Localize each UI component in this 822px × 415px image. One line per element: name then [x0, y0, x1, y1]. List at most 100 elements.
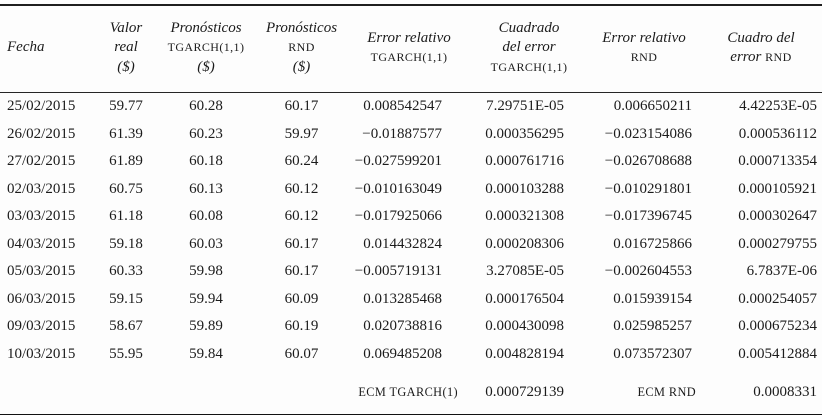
table-body: 25/02/2015 59.77 60.28 60.17 0.008542547 7.29…	[0, 93, 822, 369]
cell-pronosticos-tgarch: 59.98	[189, 263, 223, 280]
cell-cuadrado-del-error-tgarch: 3.27085E-05	[486, 263, 564, 280]
header-line: RND	[630, 50, 658, 64]
cell-pronosticos-rnd: 60.17	[284, 98, 319, 115]
cell-error-relativo-tgarch: 0.013285468	[363, 290, 442, 307]
cell-cuadro-del-error-rnd: 0.000713354	[738, 153, 817, 170]
table-row: 04/03/2015 59.18 60.03 60.17 0.014432824 0.00…	[0, 231, 822, 259]
footer-row: ECM TGARCH(1) 0.000729139 ECM RND 0.0008…	[0, 368, 822, 415]
cell-valor-real: 59.18	[109, 235, 143, 252]
cell-pronosticos-rnd: 60.09	[284, 290, 319, 307]
ecm-tgarch-value: 0.000729139	[470, 368, 588, 415]
cell-error-relativo-rnd: −0.026708688	[604, 153, 692, 170]
cell-cuadro-del-error-rnd: 4.42253E-05	[739, 98, 817, 115]
header-line: TGARCH(1,1)	[490, 59, 568, 74]
table-header: Fecha Valor real ($) Pronósticos TGARCH(1,1) (…	[0, 5, 822, 93]
cell-fecha: 03/03/2015	[7, 208, 76, 225]
cell-cuadrado-del-error-tgarch: 0.000321308	[485, 208, 564, 225]
forecast-error-table: Fecha Valor real ($) Pronósticos TGARCH(1,1) (…	[0, 4, 822, 415]
cell-error-relativo-tgarch: −0.010163049	[354, 180, 442, 197]
cell-valor-real: 59.77	[109, 98, 143, 115]
header-line: Pronósticos	[265, 20, 338, 37]
header-line: Pronósticos	[170, 20, 242, 37]
table-footer: ECM TGARCH(1) 0.000729139 ECM RND 0.0008…	[0, 368, 822, 415]
cell-cuadro-del-error-rnd: 0.000105921	[738, 180, 817, 197]
cell-valor-real: 58.67	[109, 318, 143, 335]
cell-cuadro-del-error-rnd: 0.000279755	[738, 235, 817, 252]
header-line: ($)	[117, 58, 135, 75]
cell-cuadro-del-error-rnd: 0.000675234	[738, 318, 817, 335]
cell-fecha: 26/02/2015	[7, 125, 76, 142]
header-line: RND	[288, 40, 315, 55]
cell-error-relativo-rnd: 0.025985257	[613, 318, 692, 335]
header-line: Valor	[109, 20, 143, 37]
cell-cuadro-del-error-rnd: 0.005412884	[738, 345, 817, 362]
header-line: real	[114, 39, 138, 56]
table-row: 03/03/2015 61.18 60.08 60.12 −0.017925066 0.0…	[0, 203, 822, 231]
table-row: 27/02/2015 61.89 60.18 60.24 −0.027599201 0.0…	[0, 148, 822, 176]
cell-valor-real: 61.18	[109, 208, 143, 225]
cell-fecha: 10/03/2015	[7, 345, 76, 362]
cell-cuadrado-del-error-tgarch: 7.29751E-05	[486, 98, 564, 115]
header-line: Cuadrado	[498, 20, 560, 37]
header-line: ($)	[292, 58, 311, 75]
cell-error-relativo-rnd: 0.006650211	[613, 98, 692, 115]
cell-error-relativo-tgarch: −0.01887577	[362, 125, 442, 142]
table-row: 25/02/2015 59.77 60.28 60.17 0.008542547 7.29…	[0, 93, 822, 121]
cell-error-relativo-tgarch: 0.020738816	[363, 318, 442, 335]
cell-error-relativo-rnd: −0.002604553	[604, 263, 692, 280]
column-header-error-relativo-rnd: Error relativo RND	[588, 5, 700, 93]
cell-valor-real: 59.15	[109, 290, 143, 307]
cell-valor-real: 61.39	[109, 125, 143, 142]
cell-cuadro-del-error-rnd: 0.000302647	[738, 208, 817, 225]
cell-fecha: 06/03/2015	[7, 290, 76, 307]
cell-pronosticos-rnd: 59.97	[284, 125, 319, 142]
cell-fecha: 05/03/2015	[7, 263, 76, 280]
cell-error-relativo-rnd: −0.017396745	[604, 208, 692, 225]
cell-cuadro-del-error-rnd: 0.000254057	[738, 290, 817, 307]
cell-pronosticos-rnd: 60.17	[284, 235, 319, 252]
header-line: Cuadro del	[727, 29, 795, 46]
ecm-tgarch-label: ECM TGARCH(1)	[358, 384, 458, 399]
header-line: Error relativo	[602, 29, 686, 46]
cell-error-relativo-rnd: 0.015939154	[613, 290, 692, 307]
cell-cuadro-del-error-rnd: 0.000536112	[738, 125, 817, 142]
cell-valor-real: 55.95	[109, 345, 143, 362]
cell-valor-real: 60.33	[109, 263, 143, 280]
cell-pronosticos-tgarch: 59.89	[189, 318, 223, 335]
cell-cuadrado-del-error-tgarch: 0.000176504	[485, 290, 564, 307]
header-line: ($)	[197, 58, 215, 75]
cell-fecha: 02/03/2015	[7, 180, 76, 197]
cell-pronosticos-tgarch: 60.08	[189, 208, 223, 225]
cell-cuadrado-del-error-tgarch: 0.000761716	[485, 153, 564, 170]
cell-cuadro-del-error-rnd: 6.7837E-06	[746, 263, 817, 280]
cell-fecha: 09/03/2015	[7, 318, 76, 335]
cell-error-relativo-rnd: 0.016725866	[613, 235, 692, 252]
header-line: TGARCH(1,1)	[167, 40, 245, 55]
cell-pronosticos-rnd: 60.24	[284, 153, 319, 170]
header-line: error RND	[730, 49, 792, 65]
cell-fecha: 04/03/2015	[7, 235, 76, 252]
cell-pronosticos-rnd: 60.19	[284, 318, 319, 335]
cell-pronosticos-tgarch: 59.84	[189, 345, 223, 362]
cell-cuadrado-del-error-tgarch: 0.004828194	[485, 345, 564, 362]
column-header-valor-real: Valor real ($)	[95, 5, 157, 93]
cell-error-relativo-tgarch: −0.027599201	[354, 153, 442, 170]
cell-cuadrado-del-error-tgarch: 0.000430098	[485, 318, 564, 335]
cell-error-relativo-tgarch: −0.017925066	[354, 208, 442, 225]
cell-pronosticos-tgarch: 60.03	[189, 235, 223, 252]
cell-error-relativo-tgarch: −0.005719131	[354, 263, 442, 280]
header-line: Error relativo	[367, 29, 451, 46]
ecm-tgarch-label-cell: ECM TGARCH(1)	[348, 368, 470, 415]
cell-error-relativo-tgarch: 0.014432824	[363, 235, 442, 252]
cell-error-relativo-tgarch: 0.008542547	[363, 98, 442, 115]
table-row: 05/03/2015 60.33 59.98 60.17 −0.005719131 3.2…	[0, 258, 822, 286]
cell-error-relativo-rnd: −0.023154086	[604, 125, 692, 142]
cell-error-relativo-rnd: −0.010291801	[604, 180, 692, 197]
cell-pronosticos-rnd: 60.12	[284, 208, 319, 225]
cell-pronosticos-tgarch: 60.13	[189, 180, 223, 197]
cell-error-relativo-tgarch: 0.069485208	[363, 345, 442, 362]
cell-pronosticos-tgarch: 60.28	[189, 98, 223, 115]
header-line: TGARCH(1,1)	[370, 50, 448, 64]
column-header-cuadrado-del-error-tgarch: Cuadrado del error TGARCH(1,1)	[470, 5, 588, 93]
column-header-pronosticos-tgarch: Pronósticos TGARCH(1,1) ($)	[157, 5, 255, 93]
